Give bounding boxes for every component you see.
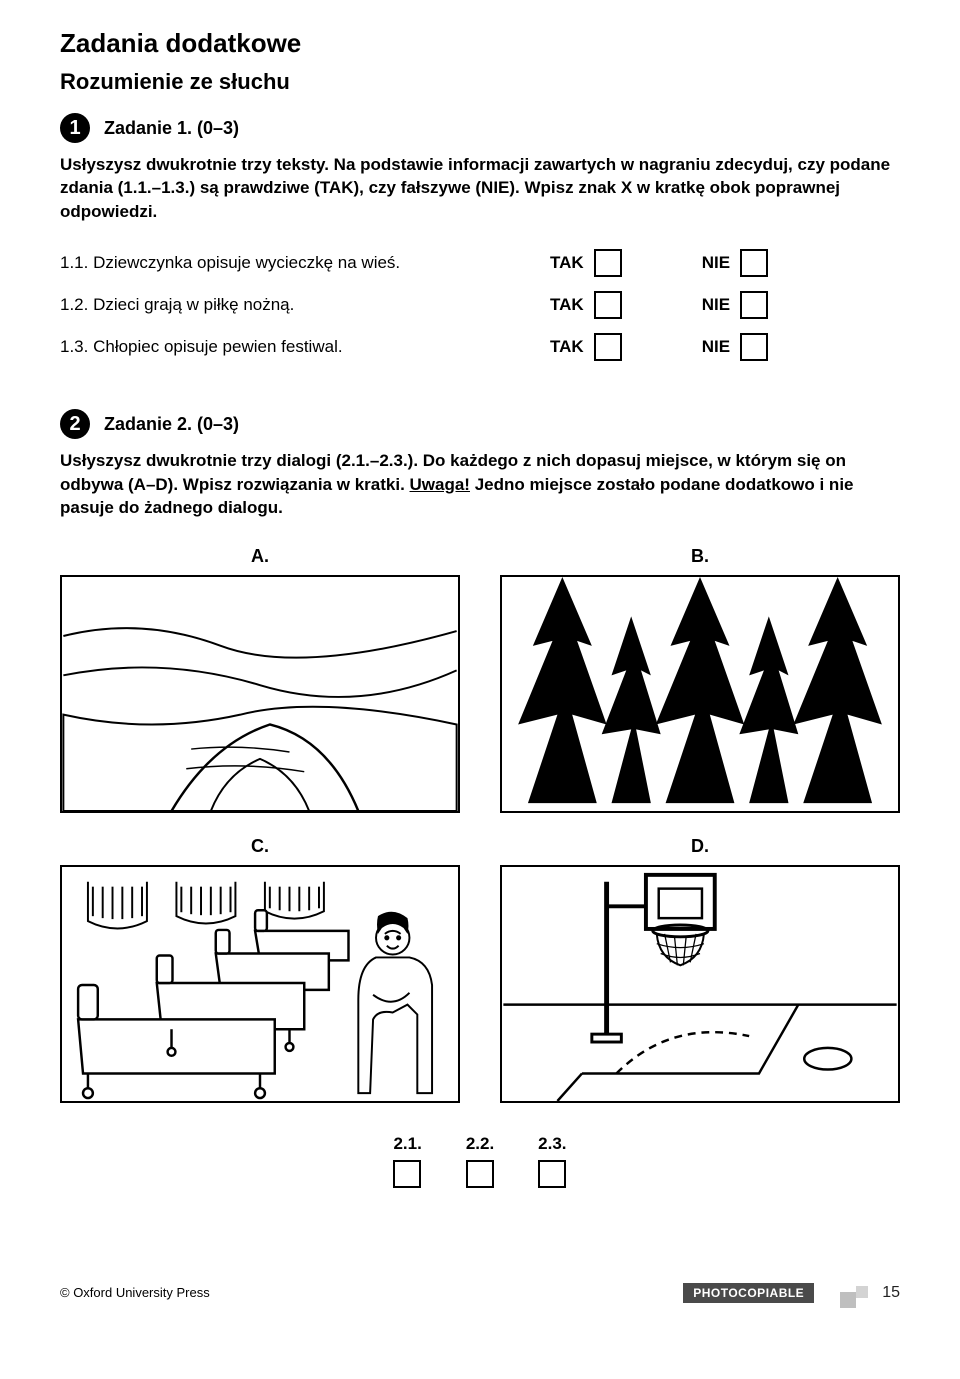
tf-item-num: 1.2. bbox=[60, 295, 88, 314]
tf-false-label: NIE bbox=[702, 253, 730, 273]
tf-item-text: 1.1. Dziewczynka opisuje wycieczkę na wi… bbox=[60, 253, 530, 273]
tf-true-checkbox[interactable] bbox=[594, 333, 622, 361]
answer-number: 2.3. bbox=[538, 1134, 566, 1154]
tf-true-checkbox[interactable] bbox=[594, 249, 622, 277]
tf-row: 1.1. Dziewczynka opisuje wycieczkę na wi… bbox=[60, 249, 900, 277]
tf-row: 1.3. Chłopiec opisuje pewien festiwal. T… bbox=[60, 333, 900, 361]
tf-item-sentence: Dziewczynka opisuje wycieczkę na wieś. bbox=[93, 253, 400, 272]
answer-number: 2.1. bbox=[393, 1134, 421, 1154]
answer-box[interactable] bbox=[538, 1160, 566, 1188]
tf-row: 1.2. Dzieci grają w piłkę nożną. TAK NIE bbox=[60, 291, 900, 319]
answer-cell: 2.1. bbox=[393, 1134, 421, 1188]
page-number: 15 bbox=[882, 1284, 900, 1302]
tf-item-text: 1.3. Chłopiec opisuje pewien festiwal. bbox=[60, 337, 530, 357]
tf-item-sentence: Dzieci grają w piłkę nożną. bbox=[93, 295, 294, 314]
tf-false-checkbox[interactable] bbox=[740, 249, 768, 277]
task2-instructions-uwaga: Uwaga! bbox=[410, 475, 470, 494]
footer-copyright: © Oxford University Press bbox=[60, 1285, 210, 1300]
page-subtitle: Rozumienie ze słuchu bbox=[60, 69, 900, 95]
page-title: Zadania dodatkowe bbox=[60, 28, 900, 59]
image-grid: A. B. C. bbox=[60, 546, 900, 1108]
tf-true-group: TAK bbox=[550, 333, 622, 361]
hospital-ward-icon bbox=[60, 865, 460, 1103]
tf-true-label: TAK bbox=[550, 337, 584, 357]
photocopiable-badge: PHOTOCOPIABLE bbox=[683, 1283, 814, 1303]
tf-item-num: 1.1. bbox=[60, 253, 88, 272]
task1-instructions: Usłyszysz dwukrotnie trzy teksty. Na pod… bbox=[60, 153, 900, 223]
tf-true-label: TAK bbox=[550, 253, 584, 273]
answer-cell: 2.2. bbox=[466, 1134, 494, 1188]
tf-true-checkbox[interactable] bbox=[594, 291, 622, 319]
image-letter: C. bbox=[60, 836, 460, 857]
image-cell-a: A. bbox=[60, 546, 460, 818]
river-landscape-icon bbox=[60, 575, 460, 813]
tf-false-group: NIE bbox=[702, 249, 768, 277]
tf-false-group: NIE bbox=[702, 291, 768, 319]
task1-items: 1.1. Dziewczynka opisuje wycieczkę na wi… bbox=[60, 249, 900, 361]
answer-number: 2.2. bbox=[466, 1134, 494, 1154]
image-letter: D. bbox=[500, 836, 900, 857]
answer-cell: 2.3. bbox=[538, 1134, 566, 1188]
tf-true-group: TAK bbox=[550, 249, 622, 277]
basketball-court-icon bbox=[500, 865, 900, 1103]
task2-instructions: Usłyszysz dwukrotnie trzy dialogi (2.1.–… bbox=[60, 449, 900, 519]
tf-false-label: NIE bbox=[702, 295, 730, 315]
tf-false-checkbox[interactable] bbox=[740, 333, 768, 361]
task2-header: 2 Zadanie 2. (0–3) bbox=[60, 409, 900, 439]
image-cell-c: C. bbox=[60, 836, 460, 1108]
image-letter: B. bbox=[500, 546, 900, 567]
tf-false-group: NIE bbox=[702, 333, 768, 361]
image-cell-b: B. bbox=[500, 546, 900, 818]
tf-item-sentence: Chłopiec opisuje pewien festiwal. bbox=[93, 337, 342, 356]
image-cell-d: D. bbox=[500, 836, 900, 1108]
tf-false-label: NIE bbox=[702, 337, 730, 357]
corner-decoration-icon bbox=[828, 1278, 868, 1308]
task1-title: Zadanie 1. (0–3) bbox=[104, 118, 239, 139]
image-letter: A. bbox=[60, 546, 460, 567]
answer-box[interactable] bbox=[393, 1160, 421, 1188]
page-footer: © Oxford University Press PHOTOCOPIABLE … bbox=[60, 1278, 900, 1308]
task2-title: Zadanie 2. (0–3) bbox=[104, 414, 239, 435]
tf-true-group: TAK bbox=[550, 291, 622, 319]
task1-header: 1 Zadanie 1. (0–3) bbox=[60, 113, 900, 143]
footer-right: PHOTOCOPIABLE 15 bbox=[683, 1278, 900, 1308]
task2-number-circle: 2 bbox=[60, 409, 90, 439]
tf-item-num: 1.3. bbox=[60, 337, 88, 356]
answer-row: 2.1. 2.2. 2.3. bbox=[60, 1134, 900, 1188]
answer-box[interactable] bbox=[466, 1160, 494, 1188]
task1-number-circle: 1 bbox=[60, 113, 90, 143]
forest-trees-icon bbox=[500, 575, 900, 813]
tf-false-checkbox[interactable] bbox=[740, 291, 768, 319]
tf-true-label: TAK bbox=[550, 295, 584, 315]
tf-item-text: 1.2. Dzieci grają w piłkę nożną. bbox=[60, 295, 530, 315]
